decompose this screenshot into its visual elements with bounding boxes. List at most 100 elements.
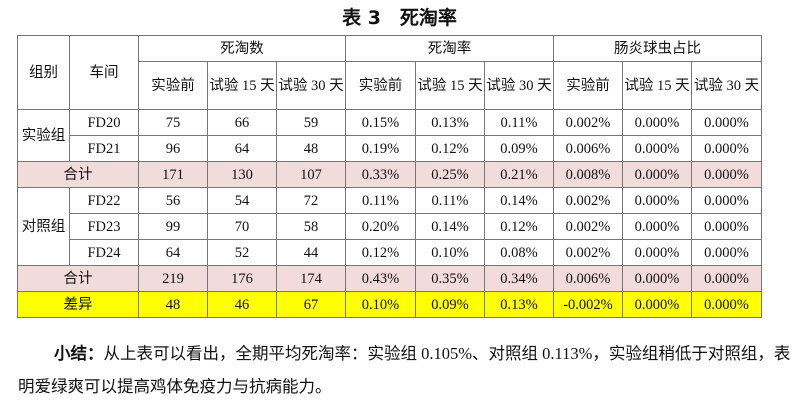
subheader-cell: 实验前 (345, 61, 416, 110)
value-cell: -0.002% (553, 291, 623, 318)
group-cell: 对照组 (17, 187, 70, 266)
value-cell: 107 (276, 161, 346, 188)
value-cell: 0.13% (484, 291, 554, 318)
value-cell: 99 (138, 213, 208, 240)
value-cell: 174 (276, 265, 346, 292)
value-cell: 64 (207, 135, 277, 162)
value-cell: 48 (138, 291, 208, 318)
value-cell: 0.000% (691, 265, 762, 292)
value-cell: 0.000% (622, 291, 692, 318)
row-label-cell: 合计 (17, 161, 139, 188)
subheader-cell: 试验 30 天 (276, 61, 346, 110)
value-cell: 56 (138, 187, 208, 214)
table-row: 实验组 FD20 75 66 59 0.15% 0.13% 0.11% 0.002% 0.000%… (17, 109, 762, 162)
value-cell: 0.35% (415, 265, 485, 292)
value-cell: 66 (207, 109, 277, 136)
value-cell: 52 (207, 239, 277, 266)
row-label-cell: 差异 (17, 291, 139, 318)
value-cell: 0.15% (345, 109, 416, 136)
value-cell: 44 (276, 239, 346, 266)
value-cell: 96 (138, 135, 208, 162)
subheader-cell: 试验 30 天 (484, 61, 554, 110)
value-cell: 0.19% (345, 135, 416, 162)
value-cell: 0.000% (691, 187, 762, 214)
table-row: 差异 48 46 67 0.10% 0.09% 0.13% -0.002% 0.000% 0.00… (17, 291, 762, 318)
value-cell: 0.000% (622, 135, 692, 162)
value-cell: 59 (276, 109, 346, 136)
value-cell: 0.08% (484, 239, 554, 266)
value-cell: 0.000% (691, 135, 762, 162)
value-cell: 0.11% (484, 109, 554, 136)
value-cell: 0.12% (484, 213, 554, 240)
value-cell: 176 (207, 265, 277, 292)
table-row: FD24 64 52 44 0.12% 0.10% 0.08% 0.002% 0.000% 0.0… (18, 239, 762, 266)
table-row: 对照组 FD22 56 54 72 0.11% 0.11% 0.14% 0.002% 0.000%… (17, 187, 762, 266)
value-cell: 0.002% (553, 109, 623, 136)
header-rate: 死淘率 (345, 35, 554, 62)
value-cell: 46 (207, 291, 277, 318)
value-cell: 58 (276, 213, 346, 240)
value-cell: 0.000% (691, 239, 762, 266)
value-cell: 0.43% (345, 265, 416, 292)
value-cell: 0.11% (345, 187, 416, 214)
value-cell: 0.14% (415, 213, 485, 240)
value-cell: 0.000% (691, 213, 762, 240)
value-cell: 0.002% (553, 239, 623, 266)
table-row: FD21 96 64 48 0.19% 0.12% 0.09% 0.006% 0.000% 0.0… (18, 135, 762, 162)
value-cell: 0.14% (484, 187, 554, 214)
value-cell: 0.000% (622, 265, 692, 292)
value-cell: 0.12% (345, 239, 416, 266)
value-cell: 0.11% (415, 187, 485, 214)
subheader-cell: 实验前 (138, 61, 208, 110)
value-cell: 0.002% (553, 187, 623, 214)
header-group: 组别 (17, 35, 70, 110)
workshop-cell: FD20 (69, 109, 139, 136)
header-workshop: 车间 (69, 35, 139, 110)
workshop-cell: FD22 (69, 187, 139, 214)
subheader-cell: 实验前 (553, 61, 623, 110)
summary-paragraph: 小结：从上表可以看出，全期平均死淘率：实验组 0.105%、对照组 0.113%… (18, 337, 793, 403)
row-label-cell: 合计 (17, 265, 139, 292)
workshop-cell: FD24 (69, 239, 139, 266)
workshop-cell: FD21 (69, 135, 139, 162)
value-cell: 0.000% (622, 213, 692, 240)
value-cell: 67 (276, 291, 346, 318)
mortality-table: 组别 车间 死淘数 死淘率 肠炎球虫占比 实验前 试验 15 天试验 30 天实验… (17, 35, 762, 318)
value-cell: 0.25% (415, 161, 485, 188)
subheader-cell: 试验 15 天 (415, 61, 485, 110)
table-title: 表 3 死淘率 (342, 7, 457, 29)
value-cell: 0.000% (622, 109, 692, 136)
value-cell: 0.000% (622, 239, 692, 266)
value-cell: 0.34% (484, 265, 554, 292)
value-cell: 75 (138, 109, 208, 136)
value-cell: 0.21% (484, 161, 554, 188)
subheader-cell: 试验 15 天 (622, 61, 692, 110)
table-row: 合计 171 130 107 0.33% 0.25% 0.21% 0.008% 0.000% 0.… (17, 161, 762, 188)
value-cell: 64 (138, 239, 208, 266)
value-cell: 0.002% (553, 213, 623, 240)
table-row: 合计 219 176 174 0.43% 0.35% 0.34% 0.006% 0.000% 0.… (17, 265, 762, 292)
value-cell: 0.09% (415, 291, 485, 318)
header-deaths: 死淘数 (138, 35, 346, 62)
header-coccidia: 肠炎球虫占比 (553, 35, 762, 62)
value-cell: 0.000% (622, 187, 692, 214)
value-cell: 54 (207, 187, 277, 214)
value-cell: 0.12% (415, 135, 485, 162)
value-cell: 0.000% (691, 109, 762, 136)
value-cell: 0.008% (553, 161, 623, 188)
value-cell: 0.006% (553, 135, 623, 162)
value-cell: 0.33% (345, 161, 416, 188)
value-cell: 0.09% (484, 135, 554, 162)
value-cell: 219 (138, 265, 208, 292)
group-cell: 实验组 (17, 109, 70, 162)
value-cell: 0.10% (415, 239, 485, 266)
value-cell: 0.000% (622, 161, 692, 188)
subheader-cell: 试验 15 天 (207, 61, 277, 110)
value-cell: 130 (207, 161, 277, 188)
workshop-cell: FD23 (69, 213, 139, 240)
value-cell: 0.20% (345, 213, 416, 240)
value-cell: 0.000% (691, 291, 762, 318)
value-cell: 0.000% (691, 161, 762, 188)
value-cell: 0.13% (415, 109, 485, 136)
subheader-cell: 试验 30 天 (691, 61, 762, 110)
